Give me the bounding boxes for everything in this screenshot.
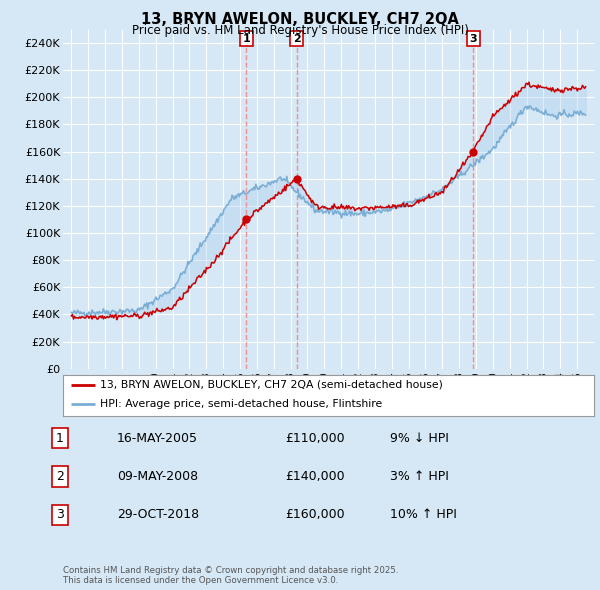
Text: 09-MAY-2008: 09-MAY-2008 [117,470,198,483]
Text: 2: 2 [293,34,301,44]
Text: Price paid vs. HM Land Registry's House Price Index (HPI): Price paid vs. HM Land Registry's House … [131,24,469,37]
Text: 3: 3 [469,34,477,44]
Text: 29-OCT-2018: 29-OCT-2018 [117,508,199,522]
Text: 3: 3 [56,508,64,522]
Text: 13, BRYN AWELON, BUCKLEY, CH7 2QA (semi-detached house): 13, BRYN AWELON, BUCKLEY, CH7 2QA (semi-… [100,380,443,390]
Text: £140,000: £140,000 [285,470,344,483]
Text: HPI: Average price, semi-detached house, Flintshire: HPI: Average price, semi-detached house,… [100,399,382,409]
Text: £160,000: £160,000 [285,508,344,522]
Text: 10% ↑ HPI: 10% ↑ HPI [390,508,457,522]
Text: 3% ↑ HPI: 3% ↑ HPI [390,470,449,483]
Text: 16-MAY-2005: 16-MAY-2005 [117,431,198,445]
Text: 13, BRYN AWELON, BUCKLEY, CH7 2QA: 13, BRYN AWELON, BUCKLEY, CH7 2QA [141,12,459,27]
Text: 2: 2 [56,470,64,483]
Text: £110,000: £110,000 [285,431,344,445]
Text: 9% ↓ HPI: 9% ↓ HPI [390,431,449,445]
Text: 1: 1 [56,431,64,445]
Text: 1: 1 [242,34,250,44]
Text: Contains HM Land Registry data © Crown copyright and database right 2025.
This d: Contains HM Land Registry data © Crown c… [63,566,398,585]
